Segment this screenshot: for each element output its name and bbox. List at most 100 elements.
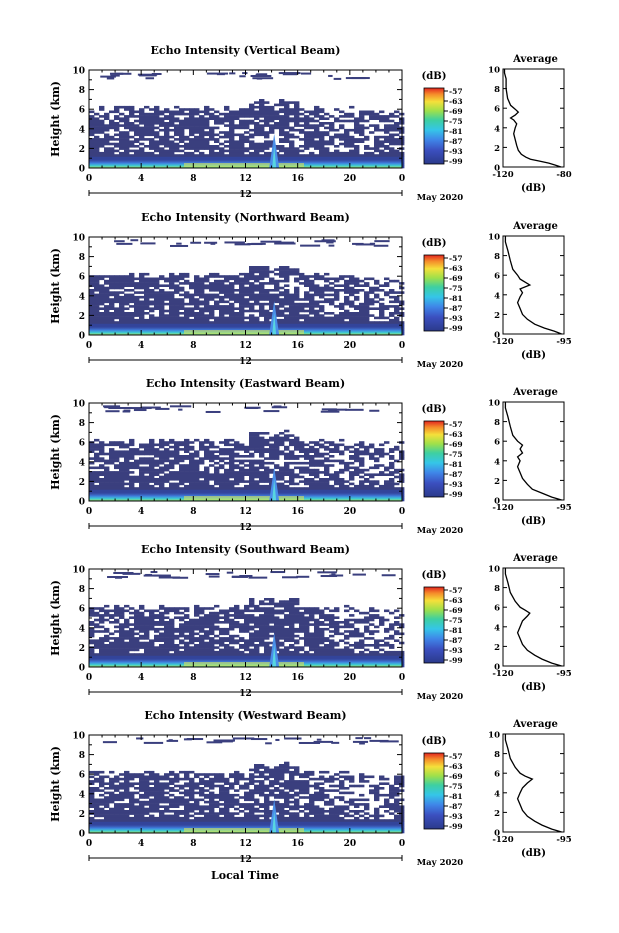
echo-cell bbox=[124, 136, 129, 139]
echo-cell bbox=[204, 483, 209, 486]
echo-cell bbox=[254, 471, 259, 474]
echo-cell bbox=[119, 138, 124, 141]
echo-cell bbox=[389, 314, 394, 317]
echo-cell bbox=[149, 616, 154, 619]
echo-cell bbox=[104, 630, 109, 633]
echo-cell bbox=[284, 294, 289, 297]
echo-cell bbox=[394, 298, 399, 301]
echo-cell bbox=[184, 607, 189, 610]
echo-cell bbox=[264, 152, 269, 155]
echo-cell bbox=[389, 152, 394, 155]
echo-cell bbox=[264, 303, 269, 306]
echo-cell bbox=[114, 275, 119, 278]
echo-cell bbox=[189, 639, 194, 642]
echo-cell bbox=[229, 314, 234, 317]
echo-cell bbox=[104, 307, 109, 310]
echo-cell bbox=[94, 294, 99, 297]
echo-cell bbox=[144, 154, 149, 157]
echo-cell bbox=[304, 324, 309, 327]
echo-cell bbox=[169, 136, 174, 139]
echo-cell bbox=[124, 478, 129, 481]
echo-cell bbox=[194, 324, 199, 327]
echo-cell bbox=[304, 321, 309, 324]
echo-cell bbox=[104, 612, 109, 615]
echo-cell bbox=[259, 284, 264, 287]
echo-cell bbox=[249, 460, 254, 463]
echo-cell bbox=[129, 476, 134, 479]
echo-cell bbox=[234, 298, 239, 301]
echo-cell bbox=[309, 298, 314, 301]
echo-cell bbox=[164, 646, 169, 649]
echo-cell bbox=[199, 307, 204, 310]
echo-cell bbox=[174, 471, 179, 474]
echo-cell bbox=[204, 143, 209, 146]
echo-cell bbox=[239, 305, 244, 308]
echo-cell bbox=[294, 490, 299, 493]
echo-cell bbox=[94, 619, 99, 622]
echo-cell bbox=[174, 131, 179, 134]
echo-cell bbox=[199, 646, 204, 649]
echo-cell bbox=[334, 480, 339, 483]
echo-cell bbox=[309, 275, 314, 278]
echo-cell bbox=[379, 117, 384, 120]
echo-cell bbox=[209, 476, 214, 479]
echo-cell bbox=[314, 127, 319, 130]
echo-cell bbox=[319, 287, 324, 290]
echo-cell bbox=[214, 473, 219, 476]
echo-cell bbox=[154, 444, 159, 447]
echo-cell bbox=[189, 635, 194, 638]
echo-cell bbox=[329, 473, 334, 476]
echo-cell bbox=[159, 312, 164, 315]
echo-cell bbox=[304, 291, 309, 294]
echo-cell bbox=[349, 113, 354, 116]
echo-cell bbox=[329, 485, 334, 488]
echo-cell bbox=[164, 450, 169, 453]
echo-cell bbox=[289, 271, 294, 274]
echo-cell bbox=[109, 490, 114, 493]
echo-cell bbox=[184, 441, 189, 444]
echo-cell bbox=[94, 490, 99, 493]
echo-cell bbox=[159, 646, 164, 649]
echo-cell bbox=[169, 439, 174, 442]
echo-cell bbox=[144, 296, 149, 299]
echo-cell bbox=[234, 321, 239, 324]
echo-cell bbox=[339, 450, 344, 453]
echo-cell bbox=[389, 321, 394, 324]
echo-cell bbox=[139, 621, 144, 624]
echo-cell bbox=[324, 319, 329, 322]
echo-cell bbox=[109, 646, 114, 649]
echo-cell bbox=[324, 453, 329, 456]
colorbar-tick-label: -99 bbox=[449, 490, 463, 499]
echo-cell bbox=[134, 278, 139, 281]
echo-cell bbox=[154, 319, 159, 322]
echo-cell bbox=[134, 131, 139, 134]
echo-cell bbox=[114, 480, 119, 483]
echo-cell bbox=[304, 487, 309, 490]
echo-cell bbox=[214, 134, 219, 137]
echo-cell bbox=[339, 312, 344, 315]
echo-cell bbox=[99, 448, 104, 451]
echo-cell bbox=[279, 104, 284, 107]
echo-cell bbox=[184, 147, 189, 150]
echo-cell bbox=[379, 143, 384, 146]
echo-cell bbox=[394, 469, 399, 472]
echo-cell bbox=[204, 607, 209, 610]
echo-cell bbox=[304, 127, 309, 130]
echo-cell bbox=[139, 469, 144, 472]
echo-cell bbox=[294, 437, 299, 440]
echo-cell bbox=[99, 607, 104, 610]
echo-cell bbox=[349, 490, 354, 493]
echo-cell bbox=[364, 473, 369, 476]
echo-cell bbox=[324, 134, 329, 137]
echo-cell bbox=[114, 614, 119, 617]
echo-cell bbox=[294, 278, 299, 281]
echo-cell bbox=[269, 271, 274, 274]
echo-cell bbox=[229, 291, 234, 294]
echo-cell bbox=[114, 127, 119, 130]
echo-cell bbox=[119, 124, 124, 127]
echo-cell bbox=[389, 140, 394, 143]
echo-cell bbox=[174, 635, 179, 638]
echo-cell bbox=[119, 487, 124, 490]
echo-cell bbox=[234, 124, 239, 127]
echo-cell bbox=[334, 108, 339, 111]
